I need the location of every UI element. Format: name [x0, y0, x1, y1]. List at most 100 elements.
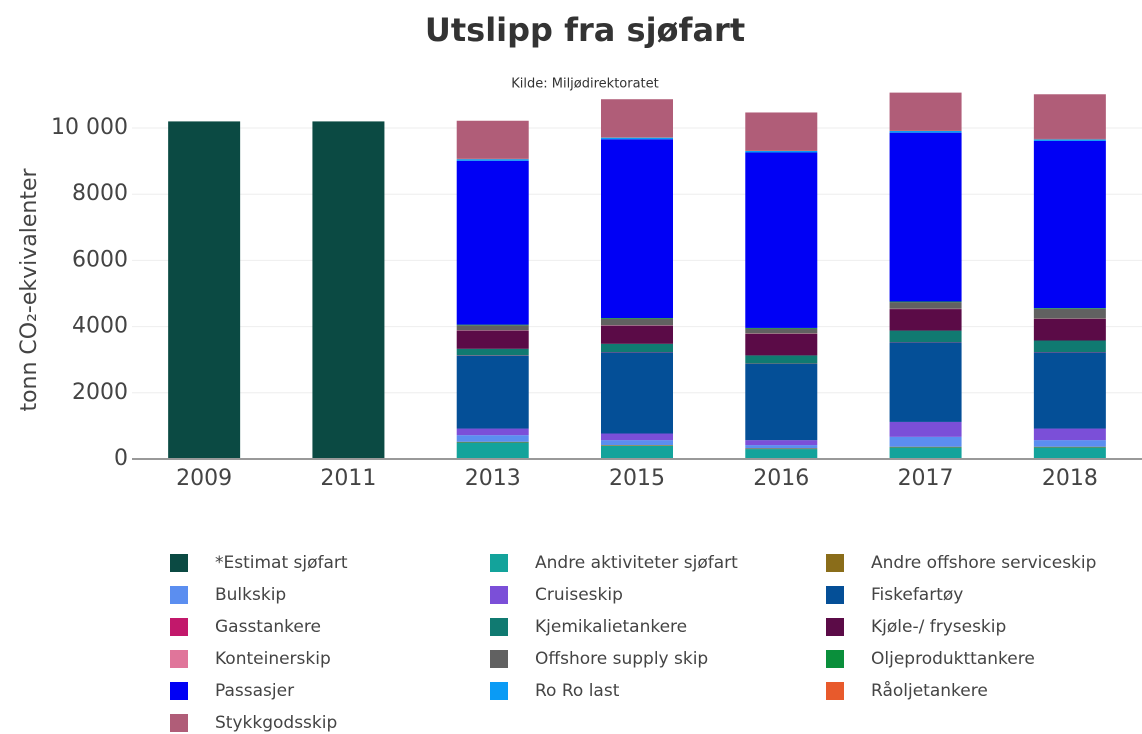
chart-title: Utslipp fra sjøfart	[425, 11, 745, 49]
y-axis-label: tonn CO₂-ekvivalenter	[17, 167, 42, 411]
bar-segment	[601, 318, 673, 319]
bar-segment	[1033, 140, 1106, 309]
bar-segment	[456, 435, 529, 442]
legend-swatch	[170, 714, 188, 732]
legend-label: Gasstankere	[215, 617, 321, 637]
bar-segment	[889, 92, 962, 131]
bar-segment	[745, 112, 818, 151]
legend-swatch	[170, 618, 188, 636]
bar-segment	[1033, 352, 1106, 429]
bar-segment	[1033, 308, 1106, 319]
legend-label: Ro Ro last	[535, 681, 620, 701]
bar-segment	[1033, 94, 1106, 139]
legend-label: Andre aktiviteter sjøfart	[535, 553, 738, 573]
bar-segment	[601, 137, 673, 140]
bar-segment	[889, 302, 962, 309]
bar-segment	[601, 352, 673, 434]
bar-segment	[1033, 340, 1106, 353]
bar-segment	[456, 442, 529, 459]
legend-swatch	[826, 554, 844, 572]
bar-segment	[601, 139, 673, 319]
legend-label: Oljeprodukttankere	[871, 649, 1035, 669]
bar-segment	[745, 448, 818, 450]
y-tick-label: 6000	[72, 247, 128, 272]
bar-segment	[601, 445, 673, 446]
legend-label: Stykkgodsskip	[215, 713, 337, 733]
bar-segment	[745, 327, 818, 329]
bar-segment	[1033, 447, 1106, 459]
bar-segment	[889, 421, 962, 437]
bar-segment	[456, 441, 529, 443]
bar-segment	[456, 348, 529, 356]
bar-segment	[745, 364, 818, 441]
bar-segment	[456, 355, 529, 429]
bar-segment	[889, 446, 962, 448]
chart-subtitle: Kilde: Miljødirektoratet	[511, 77, 659, 92]
legend-swatch	[490, 618, 508, 636]
x-tick-label: 2018	[1042, 466, 1098, 491]
x-tick-label: 2015	[609, 466, 665, 491]
x-tick-label: 2011	[320, 466, 376, 491]
legend-swatch	[170, 650, 188, 668]
bar-segment	[1033, 428, 1106, 441]
bar-segment	[745, 445, 818, 449]
bar-segment	[456, 428, 529, 436]
legend-swatch	[826, 586, 844, 604]
bar-segment	[601, 99, 673, 138]
legend-swatch	[490, 650, 508, 668]
bar-segment	[889, 436, 962, 447]
legend-swatch	[490, 682, 508, 700]
bar-segment	[456, 325, 529, 331]
x-tick-label: 2017	[898, 466, 954, 491]
legend-label: Konteinerskip	[215, 649, 331, 669]
bar-segment	[168, 121, 241, 460]
x-tick-label: 2009	[176, 466, 232, 491]
bar-segment	[601, 433, 673, 441]
legend-label: Bulkskip	[215, 585, 286, 605]
bar-segment	[889, 132, 962, 302]
bar-segment	[889, 301, 962, 303]
bar-segment	[1033, 440, 1106, 447]
y-tick-label: 10 000	[51, 115, 128, 140]
bar-segment	[601, 343, 673, 353]
x-tick-label: 2016	[753, 466, 809, 491]
bar-segment	[745, 440, 818, 446]
x-tick-label: 2013	[465, 466, 521, 491]
legend-label: Råoljetankere	[871, 680, 988, 701]
bar-segment	[456, 120, 529, 159]
bar-segment	[745, 449, 818, 459]
bar-segment	[312, 121, 385, 460]
legend-label: Fiskefartøy	[871, 585, 963, 605]
y-tick-label: 8000	[72, 181, 128, 206]
legend-swatch	[490, 586, 508, 604]
bar-segment	[745, 328, 818, 334]
y-tick-label: 4000	[72, 314, 128, 339]
bar-segment	[889, 342, 962, 422]
bar-segment	[456, 159, 529, 161]
legend-label: Andre offshore serviceskip	[871, 553, 1096, 573]
bar-segment	[745, 150, 818, 153]
bar-segment	[889, 330, 962, 343]
bar-segment	[1033, 446, 1106, 448]
legend-label: Cruiseskip	[535, 585, 623, 605]
bar-segment	[601, 325, 673, 344]
bar-segment	[745, 152, 818, 328]
legend-label: Kjemikalietankere	[535, 617, 687, 637]
legend-swatch	[170, 586, 188, 604]
legend-swatch	[826, 650, 844, 668]
legend-label: Passasjer	[215, 681, 294, 701]
legend-swatch	[170, 554, 188, 572]
bar-segment	[1033, 318, 1106, 341]
legend-label: Offshore supply skip	[535, 649, 708, 669]
y-tick-label: 0	[114, 446, 128, 471]
legend-swatch	[826, 618, 844, 636]
bar-segment	[456, 160, 529, 325]
legend-label: Kjøle-/ fryseskip	[871, 617, 1006, 637]
legend-swatch	[490, 554, 508, 572]
legend-swatch	[170, 682, 188, 700]
legend-label: *Estimat sjøfart	[215, 553, 348, 573]
bar-segment	[745, 333, 818, 356]
bar-segment	[601, 440, 673, 446]
bar-segment	[456, 330, 529, 349]
